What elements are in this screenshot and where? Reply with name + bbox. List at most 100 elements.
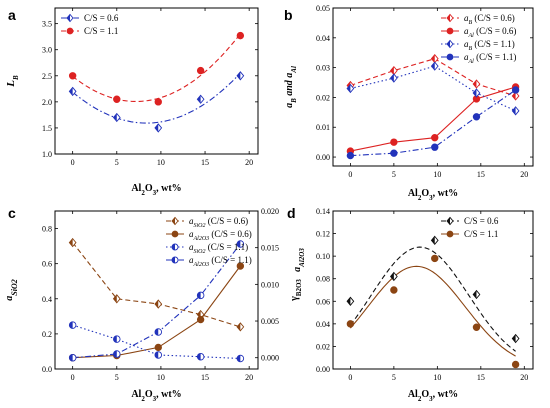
- data-point: [113, 335, 121, 343]
- x-tick-label: 0: [348, 373, 352, 382]
- y-axis-label: aSiO2: [4, 279, 19, 300]
- marker-fill: [197, 95, 201, 104]
- plot-frame: [54, 210, 259, 370]
- x-tick-label: 10: [433, 373, 441, 382]
- marker-fill: [69, 87, 73, 96]
- legend-marker: [66, 27, 74, 35]
- panel-c: c 0 5 10 15 20 0.0 0.2 0.4 0.6 0.8 0.000 0.005 0.010 0…: [4, 205, 306, 403]
- marker-fill: [447, 217, 450, 225]
- series-line: [72, 265, 241, 359]
- data-point: [68, 321, 77, 329]
- legend-label: aB (C/S = 1.1): [464, 39, 515, 52]
- y-tick-label: 0.03: [316, 64, 330, 73]
- data-point: [236, 71, 245, 81]
- marker-fill: [197, 292, 201, 299]
- marker-shape: [431, 133, 439, 142]
- marker-shape: [390, 138, 398, 146]
- marker-fill: [172, 244, 175, 250]
- x-tick-label: 5: [392, 170, 396, 179]
- legend-marker: [171, 216, 179, 226]
- y-tick-label: 3.5: [42, 20, 52, 29]
- legend: aSiO2 (C/S = 0.6)aAl2O3 (C/S = 0.6)aSiO2…: [166, 216, 252, 268]
- x-tick-label: 0: [71, 373, 75, 382]
- data-point: [154, 123, 163, 133]
- marker-fill: [473, 89, 477, 97]
- legend-label: C/S = 0.6: [464, 216, 499, 226]
- plot-frame: [332, 210, 534, 370]
- y-tick-label: 0.14: [316, 207, 330, 216]
- data-point: [196, 352, 205, 361]
- marker-fill: [512, 91, 516, 100]
- data-point: [430, 54, 439, 64]
- marker-fill: [69, 238, 73, 247]
- legend-label: aSiO2 (C/S = 0.6): [189, 216, 248, 229]
- marker-fill: [69, 321, 73, 329]
- data-point: [154, 351, 163, 359]
- marker-shape: [390, 286, 398, 294]
- marker-fill: [154, 123, 159, 132]
- data-point: [68, 353, 77, 362]
- marker-shape: [68, 72, 77, 80]
- data-point: [389, 271, 398, 282]
- y-tick-label: 0.4: [42, 295, 52, 304]
- marker-fill: [347, 84, 351, 93]
- marker-shape: [236, 31, 245, 40]
- marker-fill: [390, 272, 394, 281]
- x-tick-label: 15: [201, 158, 209, 167]
- marker-shape: [346, 320, 355, 328]
- panel-a: a 0 5 10 15 20 1.0 1.5 2.0 2.5 3.0 3.5 Al2O3, wt% LB C…: [5, 7, 259, 197]
- marker-fill: [512, 106, 516, 115]
- marker-shape: [346, 151, 355, 160]
- x-tick-label: 20: [520, 170, 528, 179]
- x-tick-label: 5: [392, 373, 396, 382]
- marker-shape: [154, 343, 162, 352]
- legend-marker: [446, 230, 454, 238]
- data-point: [68, 237, 77, 248]
- marker-fill: [113, 335, 117, 343]
- marker-shape: [472, 323, 481, 331]
- data-point: [431, 254, 439, 263]
- legend-label: aAl2O3 (C/S = 0.6): [189, 229, 252, 242]
- marker-fill: [390, 74, 394, 83]
- x-tick-label: 15: [477, 373, 485, 382]
- y-right-tick-label: 0.020: [261, 207, 279, 216]
- marker-fill: [431, 62, 435, 71]
- marker-fill: [113, 113, 117, 122]
- y-axis-label: aB and aAl: [284, 66, 298, 108]
- y-tick-label: 0.02: [316, 342, 330, 351]
- y-tick-label: 0.2: [42, 330, 52, 339]
- y-tick-label: 0.12: [316, 230, 330, 239]
- y-tick-label: 0.0: [42, 365, 52, 374]
- legend-marker: [446, 27, 454, 35]
- y-right-axis-label: aAl2O3: [292, 248, 306, 272]
- data-point: [511, 333, 520, 344]
- marker-shape: [446, 27, 454, 35]
- y-tick-label: 0.6: [42, 260, 52, 269]
- data-point: [431, 133, 439, 142]
- x-tick-label: 10: [157, 373, 165, 382]
- legend-marker: [171, 256, 179, 264]
- marker-fill: [154, 351, 159, 359]
- marker-fill: [431, 236, 435, 245]
- marker-fill: [447, 40, 450, 48]
- marker-shape: [431, 254, 439, 263]
- marker-shape: [472, 113, 481, 121]
- series-line: [350, 86, 516, 152]
- x-tick-label: 0: [71, 158, 75, 167]
- legend-label: aSiO2 (C/S = 1.1): [189, 242, 248, 255]
- data-point: [390, 149, 398, 157]
- data-point: [389, 73, 398, 83]
- data-point: [154, 299, 163, 309]
- marker-shape: [431, 143, 439, 151]
- data-point: [472, 289, 481, 300]
- marker-shape: [196, 66, 205, 75]
- legend-marker: [66, 13, 74, 23]
- data-point: [472, 323, 481, 331]
- panel-label-b: b: [284, 7, 293, 23]
- marker-fill: [447, 14, 450, 22]
- legend-label: C/S = 1.1: [84, 26, 118, 36]
- marker-shape: [196, 315, 205, 324]
- x-tick-label: 0: [348, 170, 352, 179]
- x-tick-label: 5: [115, 158, 119, 167]
- data-point: [389, 65, 398, 76]
